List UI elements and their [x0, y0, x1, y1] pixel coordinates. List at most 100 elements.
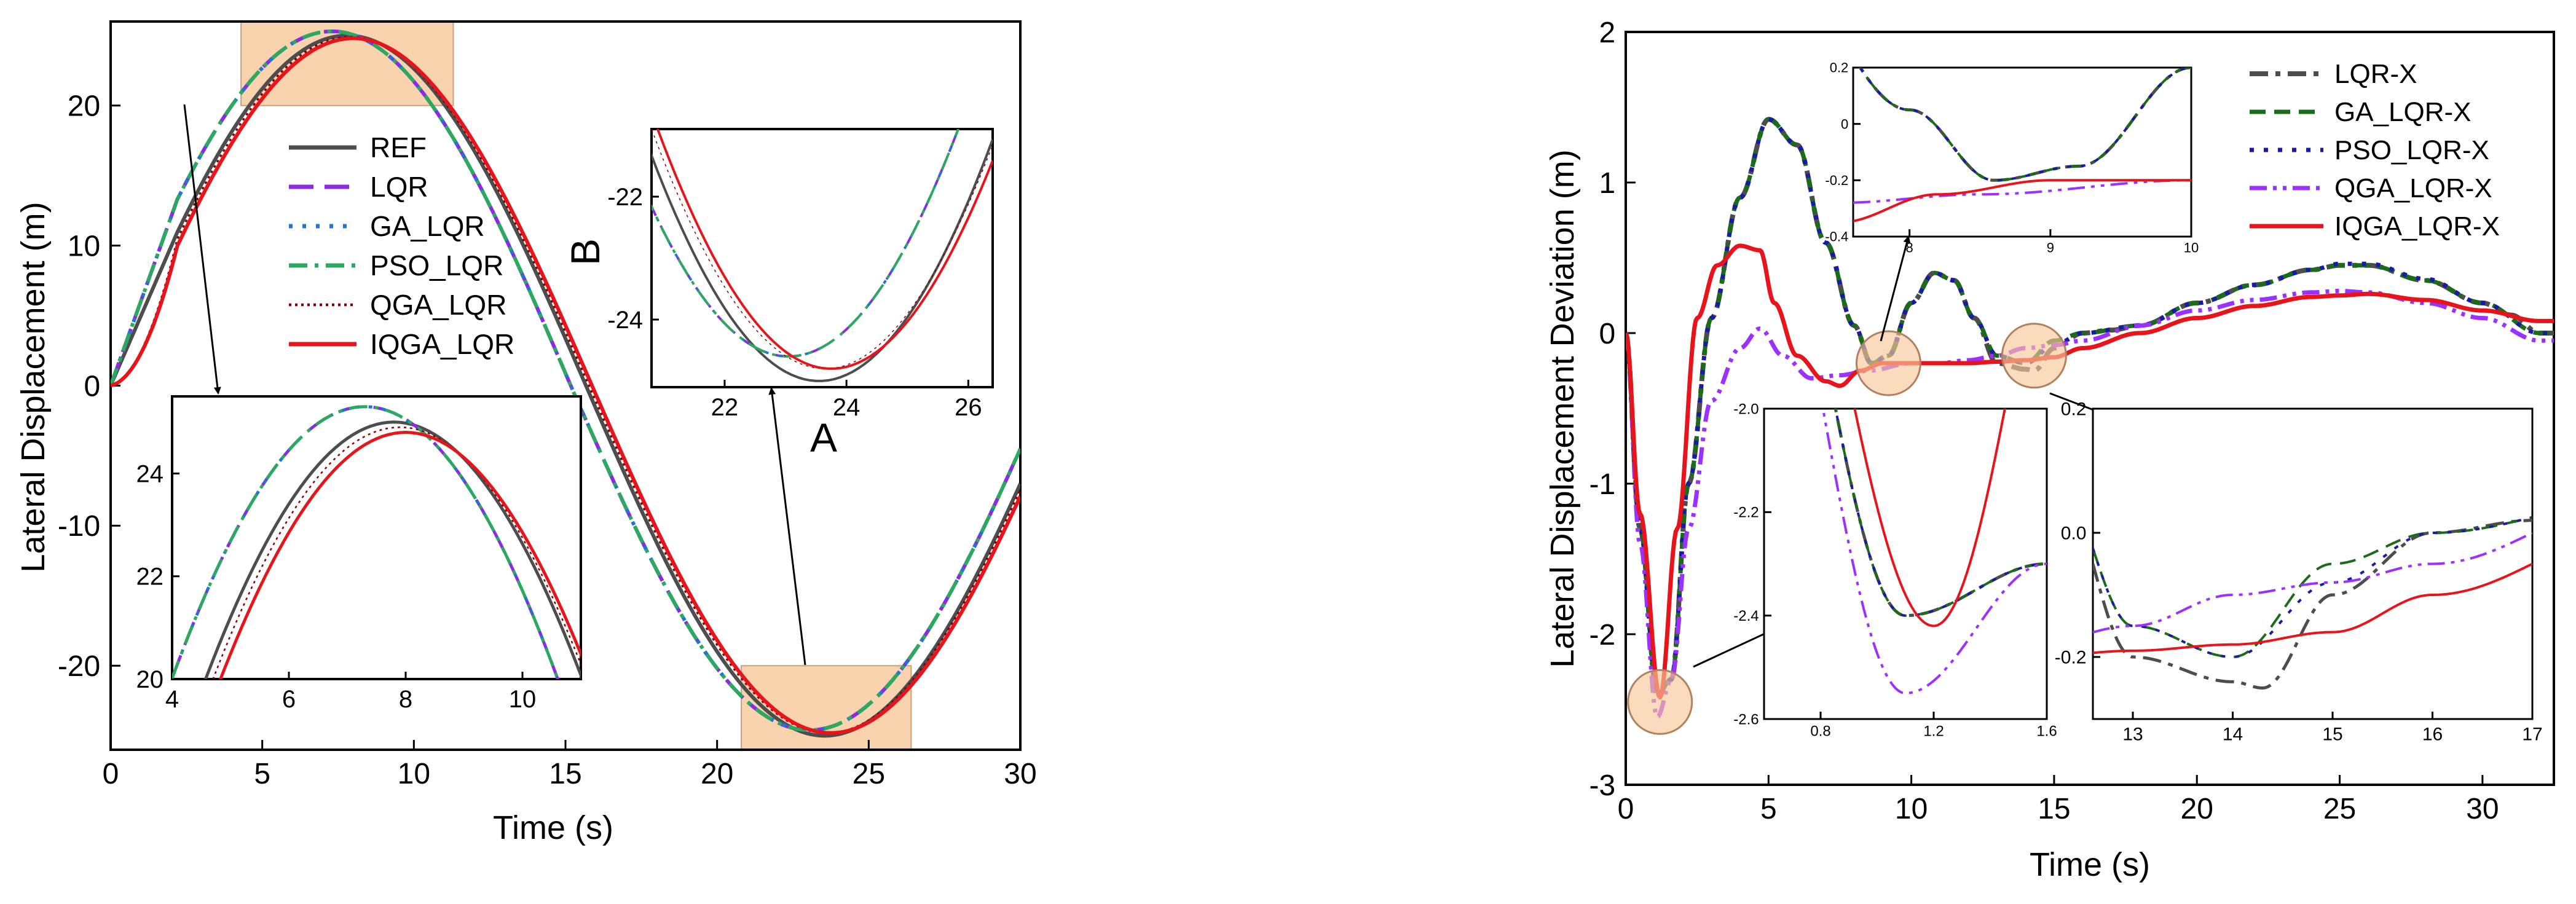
series-line-ga-lqr: [172, 405, 560, 679]
left-inset-peak: 4 6 8 10 20 22 24: [136, 395, 582, 713]
left-inset-peak-xtick-label: 4: [165, 686, 179, 713]
left-inset-trough-ytick-label: -22: [607, 184, 643, 211]
right-ytick-label: 0: [1599, 318, 1615, 350]
zoom-arrow: [1880, 235, 1911, 342]
series-line-qga-lqr: [212, 426, 581, 679]
series-line-pso-lqr: [172, 405, 560, 679]
series-line-qga-lqr-x: [2093, 532, 2532, 634]
zoom-arrow: [768, 387, 806, 666]
zoom-circle-1: [1627, 669, 1693, 735]
right-inset-top-ytick-label: 0: [1841, 116, 1848, 132]
left-chart: 0 5 10 15 20 25 30 -20 -10 0 10 20 Time (s) Lateral…: [15, 20, 1037, 846]
right-y-axis-label: Lateral Displacement Deviation (m): [1544, 149, 1581, 667]
left-inset-trough-xtick-label: 24: [833, 394, 861, 421]
right-inset-mid-xtick-label: 1.6: [2036, 723, 2057, 740]
right-inset-right-xtick-label: 14: [2223, 725, 2243, 745]
left-inset-peak-ytick-label: 20: [136, 666, 164, 693]
legend-label: QGA_LQR-X: [2334, 173, 2492, 203]
series-line-iqga-lqr-x: [1853, 179, 2191, 222]
legend-label: IQGA_LQR-X: [2334, 211, 2500, 242]
right-ytick-label: 2: [1599, 17, 1615, 49]
right-inset-right: 13 14 15 16 17 0.2 0.0 -0.2: [2055, 399, 2543, 745]
right-xtick-label: 25: [2323, 793, 2356, 825]
left-ytick-label: 10: [68, 230, 100, 262]
left-ytick-label: 20: [68, 90, 100, 123]
series-line-iqga-lqr: [656, 129, 993, 370]
series-line-iqga-lqr: [219, 431, 581, 679]
series-line-ga-lqr-x: [1834, 409, 2047, 617]
series-line-iqga-lqr-x: [1626, 243, 2554, 700]
left-xtick-label: 20: [701, 758, 733, 790]
right-inset-top-ytick-label: 0.2: [1830, 60, 1849, 76]
right-inset-right-xtick-label: 13: [2122, 725, 2143, 745]
series-line-lqr-x: [1834, 409, 2047, 618]
left-inset-trough-frame: [650, 128, 994, 388]
zoom-circle-2: [1855, 330, 1921, 396]
series-line-iqga-lqr-x: [1853, 409, 2006, 627]
series-line-pso-lqr: [652, 129, 960, 358]
left-inset-peak-xtick-label: 8: [399, 686, 412, 713]
legend-label: LQR: [370, 171, 428, 203]
left-xtick-label: 25: [853, 758, 885, 790]
right-ytick-label: -3: [1589, 769, 1616, 802]
right-inset-mid-ytick-label: -2.6: [1733, 711, 1759, 728]
series-line-lqr-x: [1626, 117, 2554, 697]
left-ytick-label: -10: [58, 510, 100, 543]
right-inset-mid-xtick-label: 0.8: [1810, 723, 1830, 740]
series-line-ref: [203, 420, 581, 679]
legend-label: REF: [370, 132, 427, 163]
left-xtick-label: 15: [549, 758, 581, 790]
right-inset-right-xtick-label: 15: [2322, 725, 2342, 745]
series-line-pso-lqr-x: [1859, 68, 2191, 182]
left-xtick-label: 5: [254, 758, 270, 790]
right-inset-top-xtick-label: 10: [2184, 240, 2199, 255]
legend-label: LQR-X: [2334, 59, 2417, 89]
left-inset-peak-ytick-label: 24: [136, 460, 164, 487]
series-line-iqga-lqr-x: [2093, 562, 2532, 654]
series-line-pso-lqr-x: [1626, 117, 2554, 697]
right-xtick-label: 15: [2038, 793, 2070, 825]
right-inset-mid-ytick-label: -2.2: [1733, 505, 1759, 521]
legend-label: QGA_LQR: [370, 289, 506, 321]
right-legend: LQR-X GA_LQR-X PSO_LQR-X QGA_LQR-X IQGA_LQR-…: [2250, 59, 2500, 242]
right-inset-top-xtick-label: 8: [1906, 240, 1913, 255]
left-inset-trough-xtick-label: 22: [711, 394, 739, 421]
left-inset-trough-xtick-label: 26: [955, 394, 982, 421]
left-ytick-label: 0: [84, 370, 100, 403]
right-xtick-label: 10: [1895, 793, 1928, 825]
right-xtick-label: 30: [2466, 793, 2499, 825]
left-inset-trough-ytick-label: -24: [607, 307, 643, 334]
right-ytick-label: -1: [1589, 468, 1616, 501]
left-inset-peak-xtick-label: 6: [282, 686, 296, 713]
legend-label: PSO_LQR-X: [2334, 135, 2489, 165]
zoom-arrow: [183, 104, 221, 395]
series-line-pso-lqr: [111, 29, 1020, 733]
right-inset-top: 8 9 10 0.2 0 -0.2 -0.4: [1825, 60, 2199, 256]
inset-x-axis-label: A: [810, 415, 837, 460]
legend-label: GA_LQR: [370, 210, 485, 242]
right-inset-mid-frame: [1763, 407, 2048, 720]
right-ytick-label: -2: [1589, 619, 1616, 651]
right-inset-top-ytick-label: -0.4: [1825, 229, 1848, 245]
legend-label: GA_LQR-X: [2334, 97, 2472, 127]
right-chart: 0 5 10 15 20 25 30 -3 -2 -1 0 1 2 Time (s) Lateral D…: [1544, 17, 2555, 883]
legend-label: IQGA_LQR: [370, 328, 514, 360]
right-inset-mid: 0.8 1.2 1.6 -2.0 -2.2 -2.4 -2.6: [1733, 401, 2057, 740]
left-xtick-label: 10: [398, 758, 430, 790]
right-inset-right-ytick-label: 0.0: [2061, 524, 2087, 544]
left-inset-peak-ytick-label: 22: [136, 564, 164, 591]
left-inset-trough: 22 24 26 -22 -24 A B: [562, 128, 994, 460]
right-x-axis-label: Time (s): [2030, 846, 2150, 883]
right-inset-top-ytick-label: -0.2: [1825, 173, 1848, 188]
right-inset-mid-ytick-label: -2.4: [1733, 608, 1759, 624]
right-xtick-label: 5: [1760, 793, 1777, 825]
series-line-iqga-lqr: [111, 36, 1020, 735]
zoom-circle-3: [2001, 323, 2067, 389]
right-inset-top-frame: [1852, 66, 2192, 238]
right-inset-top-xtick-label: 9: [2047, 240, 2054, 255]
right-inset-right-ytick-label: 0.2: [2061, 399, 2087, 420]
right-xtick-label: 0: [1618, 793, 1634, 825]
right-ytick-label: 1: [1599, 167, 1615, 200]
left-xtick-label: 30: [1004, 758, 1036, 790]
